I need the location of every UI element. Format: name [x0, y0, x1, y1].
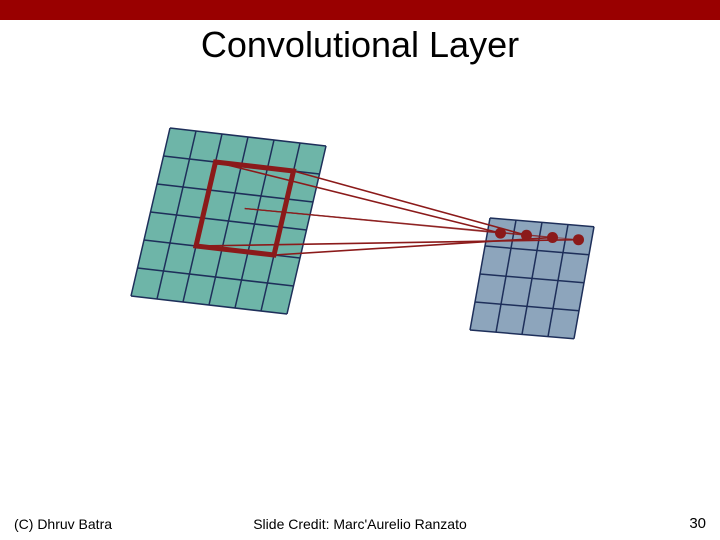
- convolution-diagram: [130, 110, 630, 410]
- page-number: 30: [689, 515, 706, 532]
- page-title: Convolutional Layer: [0, 24, 720, 66]
- top-bar: [0, 0, 720, 20]
- slide-credit: Slide Credit: Marc'Aurelio Ranzato: [0, 516, 720, 532]
